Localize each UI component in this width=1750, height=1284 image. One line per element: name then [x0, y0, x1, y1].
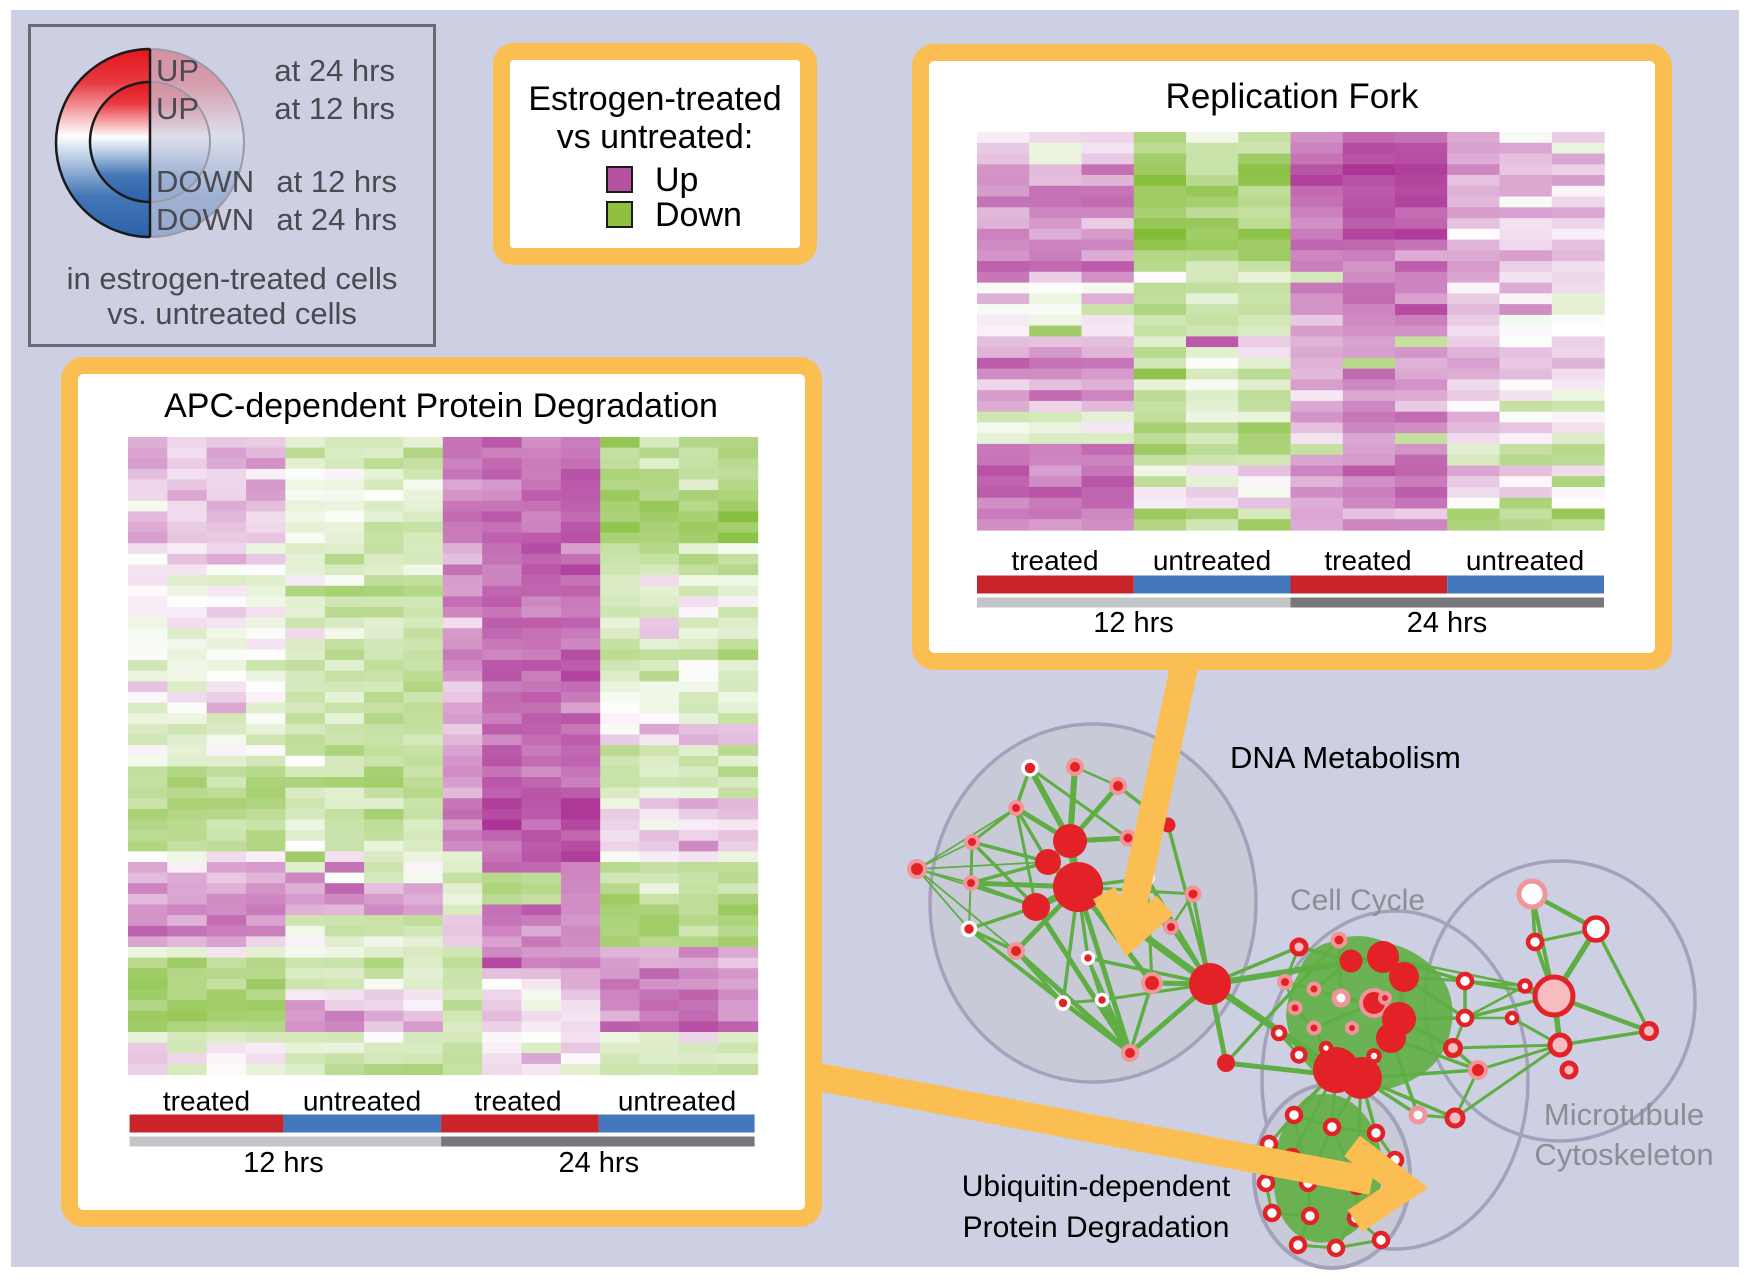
svg-text:APC-dependent Protein Degradat: APC-dependent Protein Degradation	[164, 387, 718, 425]
svg-text:24 hrs: 24 hrs	[1407, 607, 1488, 639]
svg-text:12 hrs: 12 hrs	[1093, 607, 1174, 639]
svg-text:UP: UP	[156, 91, 199, 126]
svg-text:at 24 hrs: at 24 hrs	[274, 53, 395, 88]
svg-text:Cell Cycle: Cell Cycle	[1290, 884, 1425, 917]
svg-text:24 hrs: 24 hrs	[558, 1147, 639, 1179]
svg-text:UP: UP	[156, 53, 199, 88]
svg-text:treated: treated	[1324, 545, 1411, 576]
svg-text:DNA Metabolism: DNA Metabolism	[1230, 740, 1461, 775]
svg-text:Replication Fork: Replication Fork	[1166, 77, 1419, 116]
svg-text:at 12 hrs: at 12 hrs	[276, 164, 397, 199]
svg-text:12 hrs: 12 hrs	[243, 1147, 324, 1179]
svg-text:at 24 hrs: at 24 hrs	[276, 202, 397, 237]
svg-text:Protein Degradation: Protein Degradation	[963, 1211, 1230, 1244]
svg-text:treated: treated	[163, 1086, 250, 1117]
svg-text:DOWN: DOWN	[156, 164, 254, 199]
svg-text:Ubiquitin-dependent: Ubiquitin-dependent	[962, 1170, 1231, 1203]
svg-text:DOWN: DOWN	[156, 202, 254, 237]
svg-text:untreated: untreated	[1466, 545, 1584, 576]
svg-text:untreated: untreated	[618, 1086, 736, 1117]
svg-text:Up: Up	[655, 161, 698, 199]
svg-text:treated: treated	[474, 1086, 561, 1117]
svg-text:Down: Down	[655, 196, 742, 234]
svg-text:vs untreated:: vs untreated:	[557, 118, 754, 156]
svg-text:treated: treated	[1011, 545, 1098, 576]
svg-text:untreated: untreated	[303, 1086, 421, 1117]
svg-text:in estrogen-treated cells: in estrogen-treated cells	[67, 261, 398, 296]
svg-text:Cytoskeleton: Cytoskeleton	[1534, 1137, 1713, 1172]
svg-text:at 12 hrs: at 12 hrs	[274, 91, 395, 126]
svg-text:vs. untreated cells: vs. untreated cells	[107, 296, 357, 331]
svg-text:Microtubule: Microtubule	[1544, 1097, 1704, 1132]
svg-text:untreated: untreated	[1153, 545, 1271, 576]
svg-text:Estrogen-treated: Estrogen-treated	[528, 80, 781, 118]
